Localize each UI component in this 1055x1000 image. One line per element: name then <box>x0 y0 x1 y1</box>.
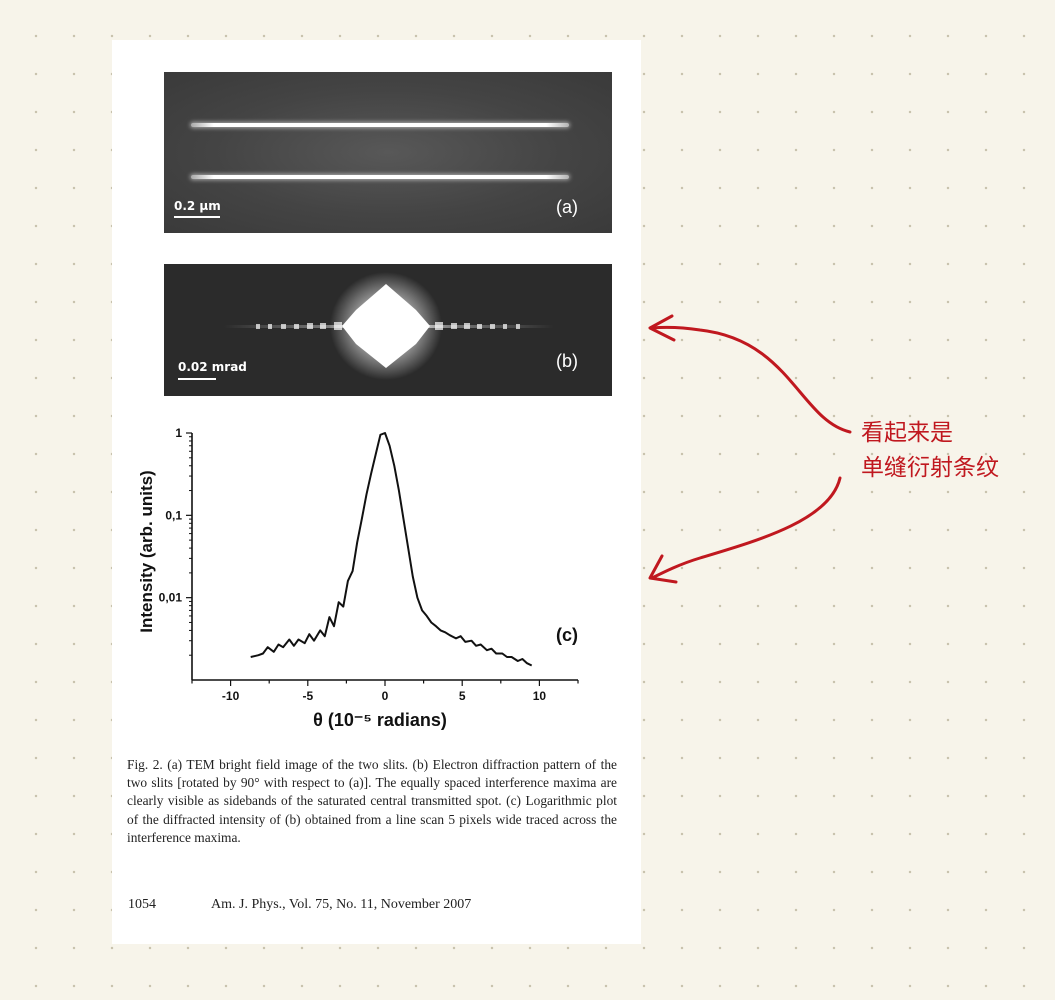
tem-image-panel-a: 0.2 µm (a) <box>164 72 612 233</box>
diffraction-panel-b: 0.02 mrad (b) <box>164 264 612 396</box>
note-line-1: 看起来是 <box>861 420 953 446</box>
x-axis-label: θ (10⁻⁵ radians) <box>313 710 447 730</box>
x-tick-label: 0 <box>382 689 389 703</box>
arrow-to-panel-c <box>650 476 842 580</box>
panel-label-c: (c) <box>556 625 578 645</box>
x-tick-label: 10 <box>533 689 547 703</box>
note-line-2: 单缝衍射条纹 <box>861 455 999 481</box>
arrow-head-c <box>648 554 678 584</box>
y-axis-label: Intensity (arb. units) <box>137 470 156 632</box>
x-tick-label: -5 <box>302 689 313 703</box>
slit-bottom <box>191 175 569 179</box>
y-tick-label: 0,1 <box>165 508 182 522</box>
figure-caption: Fig. 2. (a) TEM bright field image of th… <box>127 757 617 845</box>
journal-citation: Am. J. Phys., Vol. 75, No. 11, November … <box>211 897 472 912</box>
x-tick-label: 5 <box>459 689 466 703</box>
arrow-to-panel-b <box>650 325 852 434</box>
slit-top <box>191 123 569 127</box>
arrow-head-b <box>648 314 676 342</box>
intensity-plot: -10 -5 0 5 10 1 0,1 0,01 θ (10⁻⁵ radians) Intensi… <box>137 426 579 730</box>
scale-bar-b <box>178 378 216 380</box>
scale-bar-a <box>174 216 220 218</box>
page-number: 1054 <box>128 897 156 912</box>
intensity-curve <box>250 432 533 667</box>
y-tick-label: 0,01 <box>159 591 183 605</box>
handwritten-note: 看起来是 单缝衍射条纹 <box>861 416 999 486</box>
panel-label-a: (a) <box>556 197 578 217</box>
x-tick-label: -10 <box>222 689 240 703</box>
scale-label-b: 0.02 mrad <box>178 360 247 374</box>
scale-label-a: 0.2 µm <box>174 199 221 213</box>
panel-label-b: (b) <box>556 351 578 371</box>
diffraction-pattern <box>164 264 612 396</box>
y-tick-label: 1 <box>175 426 182 440</box>
